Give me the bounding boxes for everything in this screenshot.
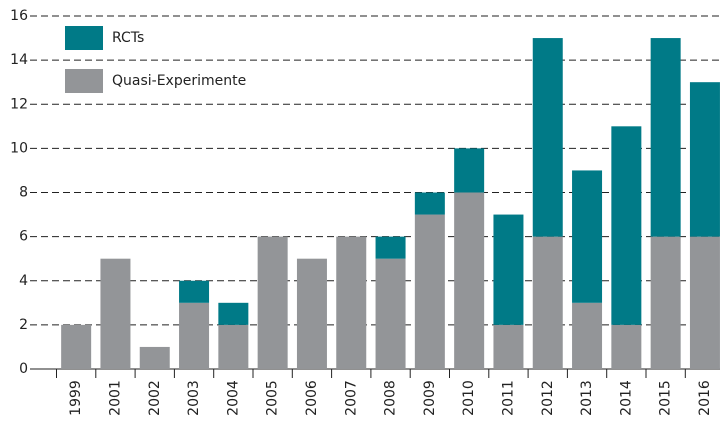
x-tick-label: 2016 [697,380,713,416]
bar-segment [296,258,327,369]
bar-segment [611,126,642,325]
bar-segment [179,280,210,303]
bar-segment [650,236,681,369]
bar-segment [650,38,681,237]
bar-segment [218,324,249,369]
bar-segment [375,258,406,369]
y-tick-label: 8 [19,185,28,201]
bar-segment [257,236,288,369]
bar-segment [532,236,563,369]
x-tick-label: 2011 [500,380,516,416]
bar-segment [454,192,485,369]
x-tick-label: 2006 [304,380,320,416]
x-tick-label: 2004 [225,380,241,416]
x-tick-label: 2005 [265,380,281,416]
y-tick-label: 6 [19,229,28,245]
y-tick-label: 16 [10,8,28,24]
bar-segment [611,324,642,369]
x-tick-label: 2002 [147,380,163,416]
bar-segment [100,258,131,369]
y-tick-label: 4 [19,273,28,289]
x-tick-label: 2015 [658,380,674,416]
legend-label: RCTs [112,30,144,46]
y-tick-label: 2 [19,317,28,333]
x-tick-label: 2012 [540,380,556,416]
x-tick-label: 2009 [422,380,438,416]
x-tick-label: 2013 [579,380,595,416]
bar-segment [689,82,720,237]
legend-label: Quasi-Experimente [112,73,246,89]
bar-segment [179,302,210,369]
bar-segment [493,214,524,325]
bar-segment [572,302,603,369]
bar-segment [572,170,603,303]
bar-segment [493,324,524,369]
bar-segment [689,236,720,369]
y-tick-label: 14 [10,52,28,68]
bar-segment [139,346,170,369]
bar-segment [61,324,92,369]
y-tick-label: 0 [19,361,28,377]
bar-segment [336,236,367,369]
y-tick-label: 12 [10,96,28,112]
x-tick-label: 2008 [383,380,399,416]
x-tick-label: 2007 [343,380,359,416]
y-tick-label: 10 [10,140,28,156]
bar-segment [532,38,563,237]
bar-segment [454,148,485,193]
x-tick-label: 2010 [461,380,477,416]
x-tick-label: 2003 [186,380,202,416]
x-tick-label: 1999 [68,380,84,416]
bar-segment [218,302,249,325]
bar-segment [375,236,406,259]
legend-swatch [65,69,103,93]
x-tick-label: 2014 [618,380,634,416]
legend-swatch [65,26,103,50]
bar-segment [414,192,445,215]
x-tick-label: 2001 [107,380,123,416]
bar-segment [414,214,445,369]
